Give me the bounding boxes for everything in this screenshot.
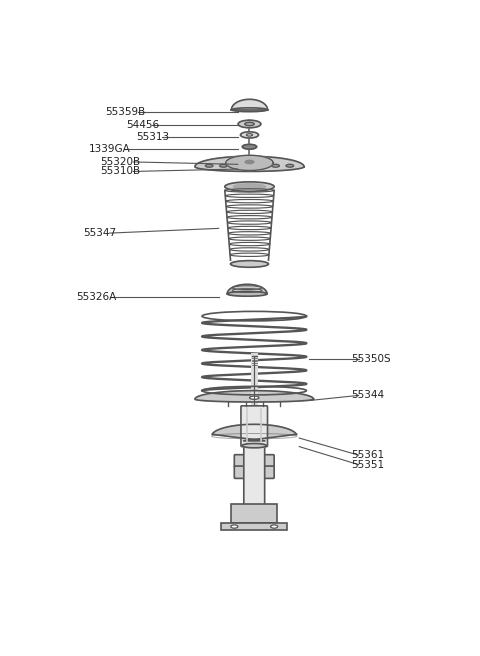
Text: 55361: 55361 <box>351 450 384 460</box>
Ellipse shape <box>238 120 261 128</box>
FancyBboxPatch shape <box>241 406 267 447</box>
Ellipse shape <box>250 396 259 400</box>
Ellipse shape <box>271 525 278 528</box>
Bar <box>231 504 277 523</box>
Ellipse shape <box>205 164 213 167</box>
Ellipse shape <box>230 260 268 267</box>
Ellipse shape <box>272 164 279 167</box>
Polygon shape <box>195 156 304 171</box>
Ellipse shape <box>240 132 259 138</box>
Ellipse shape <box>227 291 267 297</box>
Text: 55347: 55347 <box>84 228 117 238</box>
Polygon shape <box>195 390 313 402</box>
Polygon shape <box>231 99 267 110</box>
FancyBboxPatch shape <box>234 466 249 478</box>
Text: 55313: 55313 <box>136 132 169 142</box>
Ellipse shape <box>231 108 267 112</box>
Ellipse shape <box>245 122 254 126</box>
FancyBboxPatch shape <box>234 455 249 467</box>
Text: 55320B: 55320B <box>100 157 140 167</box>
Ellipse shape <box>286 164 294 167</box>
FancyBboxPatch shape <box>260 455 274 467</box>
FancyBboxPatch shape <box>260 466 274 478</box>
Text: 54456: 54456 <box>126 120 159 130</box>
Polygon shape <box>227 284 267 294</box>
Polygon shape <box>226 155 273 171</box>
Polygon shape <box>212 424 297 441</box>
Ellipse shape <box>245 160 254 163</box>
Bar <box>221 523 288 529</box>
Text: 55310B: 55310B <box>100 167 140 176</box>
Ellipse shape <box>233 184 265 190</box>
FancyBboxPatch shape <box>244 445 264 505</box>
Ellipse shape <box>242 144 257 149</box>
Ellipse shape <box>246 134 252 136</box>
Ellipse shape <box>242 443 266 448</box>
Text: 55351: 55351 <box>351 460 384 470</box>
Text: 55344: 55344 <box>351 390 384 400</box>
Text: 1339GA: 1339GA <box>89 144 131 154</box>
Ellipse shape <box>231 525 238 528</box>
Ellipse shape <box>219 164 227 167</box>
Text: 55326A: 55326A <box>76 292 117 302</box>
Text: 55359B: 55359B <box>105 107 145 117</box>
Ellipse shape <box>225 182 274 192</box>
Text: 55350S: 55350S <box>351 354 391 364</box>
